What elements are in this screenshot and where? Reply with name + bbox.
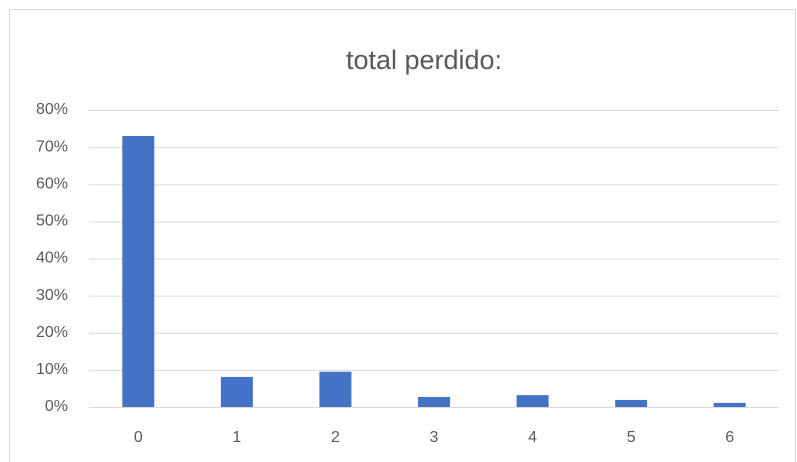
bar — [319, 371, 352, 407]
bar — [516, 395, 549, 407]
x-tick-label: 0 — [134, 429, 143, 446]
x-tick-label: 4 — [528, 429, 537, 446]
bar — [418, 396, 450, 407]
y-tick-label: 30% — [36, 287, 68, 304]
x-tick-label: 3 — [430, 429, 439, 446]
y-tick-label: 10% — [36, 361, 68, 378]
bar — [713, 402, 746, 407]
bar — [615, 399, 648, 407]
y-tick-label: 80% — [36, 101, 68, 118]
y-tick-label: 60% — [36, 175, 68, 192]
y-tick-label: 20% — [36, 324, 68, 341]
x-tick-label: 1 — [232, 429, 241, 446]
bar — [220, 376, 253, 407]
y-tick-label: 70% — [36, 138, 68, 155]
y-tick-label: 50% — [36, 213, 68, 230]
bar — [122, 135, 155, 408]
x-tick-label: 2 — [331, 429, 340, 446]
y-tick-label: 40% — [36, 250, 68, 267]
x-tick-label: 6 — [725, 429, 734, 446]
x-tick-label: 5 — [627, 429, 636, 446]
y-tick-label: 0% — [45, 398, 68, 415]
chart-title: total perdido: — [346, 45, 502, 75]
